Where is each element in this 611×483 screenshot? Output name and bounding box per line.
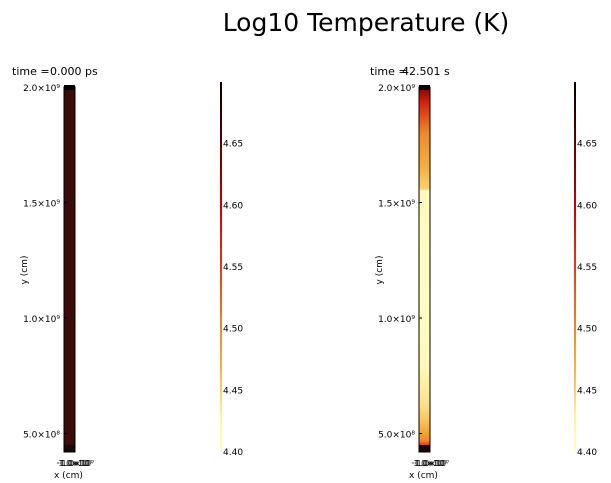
column-bottom-cap <box>419 445 430 452</box>
time-value: 42.501 s <box>402 65 450 78</box>
colorbar: 4.65 4.60 4.55 4.50 4.45 4.40 <box>574 82 597 458</box>
x-tick-label: ·1.0×10⁷ <box>414 459 449 468</box>
colorbar: 4.65 4.60 4.55 4.50 4.45 4.40 <box>220 82 243 458</box>
colorbar-tick-label: 4.45 <box>577 386 597 396</box>
x-tick-label: ·1.0×10⁷ <box>411 459 446 468</box>
x-axis-label: x (cm) <box>409 471 438 481</box>
y-tick-label: 1.5×10⁹ <box>378 200 415 210</box>
y-axis-label: y (cm) <box>375 256 385 285</box>
x-tick-label: ·1.0×10⁷ <box>59 459 94 468</box>
colorbar-tick-label: 4.40 <box>223 448 243 458</box>
x-axis-label: x (cm) <box>54 471 83 481</box>
y-tick-label: 1.0×10⁹ <box>23 315 60 325</box>
temperature-panel: time =42.501 s 2.0×10⁹ 1.5×10⁹ 1.0×10⁹ 5.0×1… <box>370 65 597 481</box>
colorbar-tick-label: 4.60 <box>223 201 243 211</box>
y-tick-label: 5.0×10⁸ <box>378 431 415 441</box>
colorbar-tick-label: 4.40 <box>577 448 597 458</box>
y-tick-label: 2.0×10⁹ <box>23 84 60 94</box>
temperature-column <box>64 87 75 452</box>
y-tick-label: 2.0×10⁹ <box>378 84 415 94</box>
colorbar-tick-label: 4.60 <box>577 201 597 211</box>
y-tick-label: 1.5×10⁹ <box>23 200 60 210</box>
colorbar-tick-label: 4.65 <box>223 140 243 150</box>
colorbar-strip <box>574 82 576 452</box>
time-label: time = <box>12 65 50 78</box>
colorbar-tick-label: 4.50 <box>577 325 597 335</box>
x-tick-label: ·1.0×10⁷ <box>58 459 93 468</box>
y-axis-label: y (cm) <box>20 256 30 285</box>
colorbar-tick-label: 4.55 <box>577 263 597 273</box>
colorbar-tick-label: 4.50 <box>223 325 243 335</box>
x-tick-label: ·1.0×10⁷ <box>413 459 448 468</box>
panels: time = 0.000 ps2.0×10⁹1.5×10⁹1.0×10⁹5.0×1… <box>12 65 597 481</box>
temperature-panel: time = 0.000 ps 2.0×10⁹ 1.5×10⁹ 1.0×10⁹ 5.0×1… <box>12 65 243 481</box>
x-tick-label: ·1.0×10⁷ <box>56 459 91 468</box>
colorbar-tick-label: 4.65 <box>577 140 597 150</box>
y-tick-label: 5.0×10⁸ <box>23 431 60 441</box>
temperature-column <box>419 87 430 452</box>
time-label: time = <box>370 65 408 78</box>
figure-title: Log10 Temperature (K) <box>223 8 510 37</box>
colorbar-strip <box>220 82 222 452</box>
colorbar-tick-label: 4.55 <box>223 263 243 273</box>
colorbar-tick-label: 4.45 <box>223 386 243 396</box>
column-frame <box>418 86 431 453</box>
column-frame <box>63 86 76 453</box>
y-tick-label: 1.0×10⁹ <box>378 315 415 325</box>
column-bottom-cap <box>64 445 75 452</box>
time-value: 0.000 ps <box>50 65 98 78</box>
